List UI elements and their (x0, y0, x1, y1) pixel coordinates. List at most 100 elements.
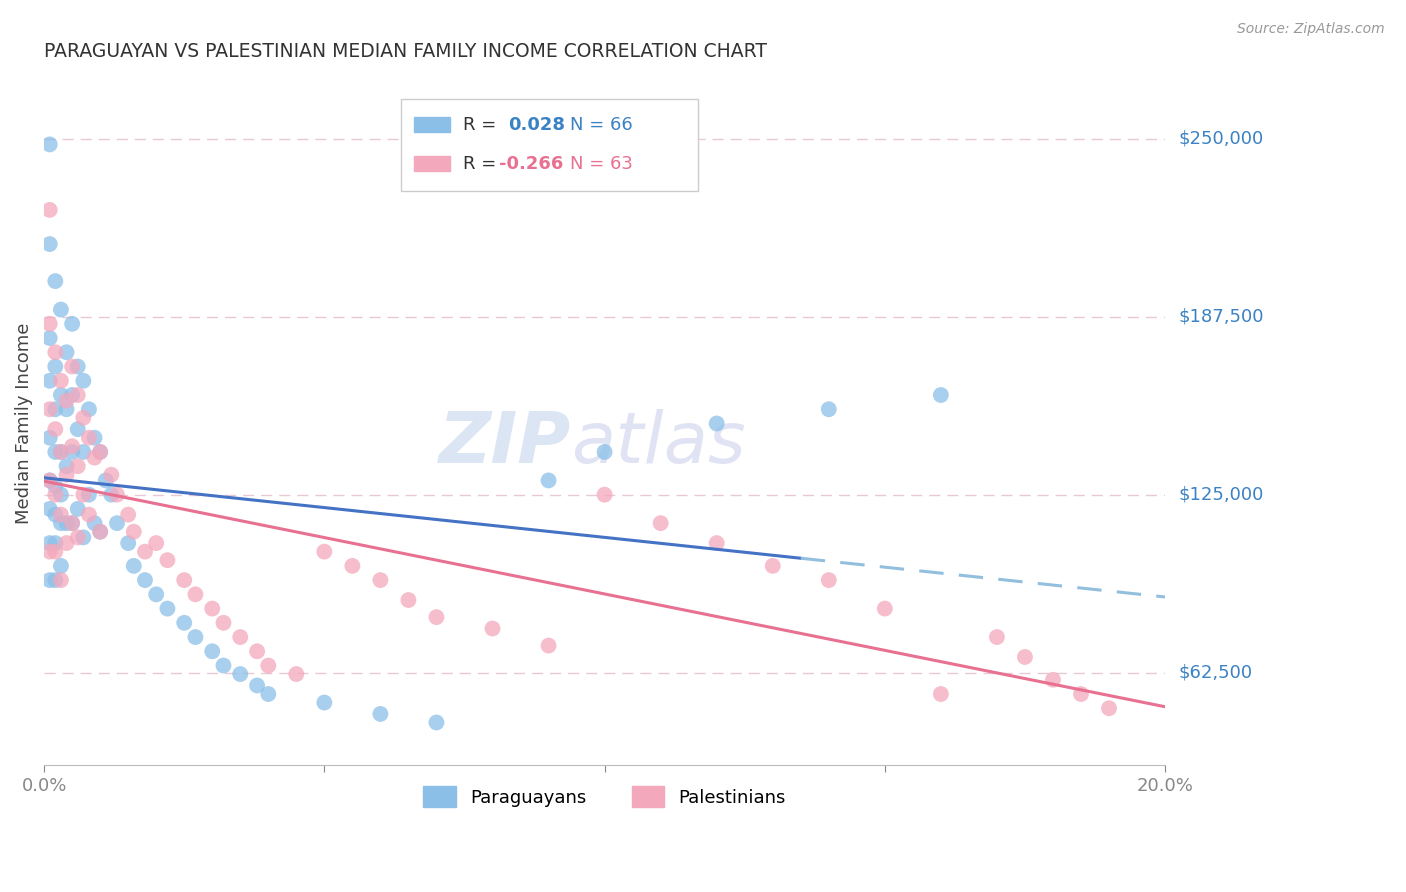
Point (762, 558, 785, 573)
Point (66, 388, 89, 402)
Point (929, 388, 952, 402)
Point (212, 658, 235, 673)
Point (44, 573, 66, 587)
Point (173, 573, 195, 587)
Point (156, 553, 179, 567)
Point (1070, 687, 1092, 701)
Point (49, 573, 72, 587)
Point (873, 601, 896, 615)
Point (60, 516, 83, 530)
Point (173, 615, 195, 630)
Point (66, 502, 89, 516)
Point (229, 630, 252, 644)
Point (66, 359, 89, 374)
Point (66, 422, 89, 436)
Point (986, 630, 1008, 644)
Point (1098, 701, 1121, 715)
Point (38, 536, 60, 550)
Point (89, 445, 111, 459)
Point (44, 422, 66, 436)
Point (49, 516, 72, 530)
Point (100, 488, 122, 502)
Point (44, 345, 66, 359)
Point (117, 508, 139, 522)
Point (706, 417, 728, 431)
Text: R =: R = (464, 116, 502, 134)
Text: -0.266: -0.266 (499, 155, 564, 173)
Point (60, 445, 83, 459)
Point (55, 536, 77, 550)
Point (83, 450, 105, 465)
Point (38, 374, 60, 388)
Point (83, 516, 105, 530)
Point (156, 601, 179, 615)
Point (55, 467, 77, 482)
Point (89, 524, 111, 539)
Text: $125,000: $125,000 (1180, 485, 1264, 504)
Point (49, 508, 72, 522)
Point (593, 488, 616, 502)
Point (60, 516, 83, 530)
Point (38, 202, 60, 217)
Point (285, 667, 308, 681)
Point (44, 402, 66, 417)
Point (38, 474, 60, 488)
Point (55, 459, 77, 474)
Point (72, 445, 94, 459)
Point (44, 274, 66, 288)
Point (44, 508, 66, 522)
Point (537, 639, 560, 653)
Point (38, 544, 60, 558)
Text: $62,500: $62,500 (1180, 664, 1253, 681)
Text: ZIP: ZIP (439, 409, 571, 478)
Point (44, 544, 66, 558)
Point (55, 516, 77, 530)
Point (122, 558, 145, 573)
Point (72, 410, 94, 425)
Point (38, 331, 60, 345)
Point (38, 474, 60, 488)
Point (38, 137, 60, 152)
Point (49, 302, 72, 317)
Point (38, 573, 60, 587)
Point (425, 715, 447, 730)
Point (122, 524, 145, 539)
Point (370, 706, 392, 721)
Point (257, 658, 280, 673)
Point (229, 667, 252, 681)
Point (370, 573, 392, 587)
Point (44, 359, 66, 374)
Point (105, 516, 128, 530)
Text: 0.028: 0.028 (508, 116, 565, 134)
Point (246, 678, 269, 692)
Point (246, 644, 269, 658)
Point (425, 610, 447, 624)
Y-axis label: Median Family Income: Median Family Income (15, 323, 32, 524)
Point (77, 508, 100, 522)
Point (117, 536, 139, 550)
Point (817, 402, 839, 417)
Point (212, 615, 235, 630)
Text: N = 66: N = 66 (569, 116, 633, 134)
Point (72, 488, 94, 502)
Point (49, 374, 72, 388)
Point (60, 359, 83, 374)
Point (184, 587, 207, 601)
Point (94, 474, 117, 488)
Point (134, 573, 156, 587)
Point (201, 644, 224, 658)
Point (60, 439, 83, 453)
Text: N = 63: N = 63 (569, 155, 633, 173)
Point (38, 431, 60, 445)
Text: Source: ZipAtlas.com: Source: ZipAtlas.com (1237, 22, 1385, 37)
Point (44, 488, 66, 502)
Point (77, 431, 100, 445)
Point (77, 488, 100, 502)
Point (314, 696, 336, 710)
Point (89, 445, 111, 459)
Point (49, 558, 72, 573)
Point (44, 536, 66, 550)
Point (66, 530, 89, 544)
Point (72, 530, 94, 544)
FancyBboxPatch shape (413, 156, 450, 171)
